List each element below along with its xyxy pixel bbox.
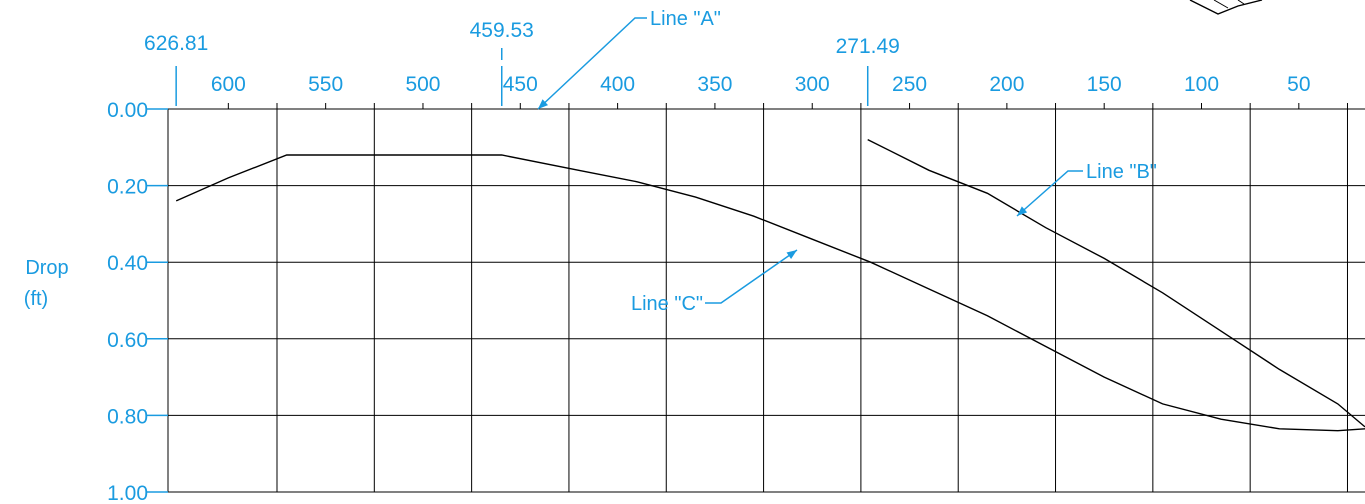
x-tick-label: 350 xyxy=(697,73,732,96)
x-tick-label: 150 xyxy=(1087,73,1122,96)
series-line-b xyxy=(867,138,1365,428)
x-tick-label: 100 xyxy=(1184,73,1219,96)
x-tick-label: 500 xyxy=(405,73,440,96)
y-tick-label: 1.00 xyxy=(107,482,148,504)
annotation-layer xyxy=(537,0,1263,304)
text-layer: 600 550 500 450 400 350 300 250 200 150 100 50 0.00 0… xyxy=(24,8,1311,504)
y-tick-label: 0.00 xyxy=(107,99,148,122)
y-tick-label: 0.40 xyxy=(107,252,148,275)
y-tick-label: 0.80 xyxy=(107,405,148,428)
corner-sketch-fragment xyxy=(1189,0,1263,15)
line-b-arrowhead xyxy=(1017,206,1028,216)
line-b-label: Line "B" xyxy=(1086,161,1157,183)
marker-label: 626.81 xyxy=(144,32,208,55)
line-c-leader xyxy=(705,249,798,304)
x-tick-label: 250 xyxy=(892,73,927,96)
line-c-arrowhead xyxy=(786,250,797,260)
line-a-leader xyxy=(537,17,647,110)
x-tick-label: 300 xyxy=(795,73,830,96)
y-tick-label: 0.20 xyxy=(107,176,148,199)
y-axis-label: Drop xyxy=(25,257,68,279)
x-tick-label: 200 xyxy=(989,73,1024,96)
line-b-leader xyxy=(1016,170,1083,217)
x-tick-label: 550 xyxy=(308,73,343,96)
series-layer xyxy=(175,138,1365,432)
x-tick-label: 450 xyxy=(503,73,538,96)
marker-label: 459.53 xyxy=(470,19,534,42)
x-tick-label: 600 xyxy=(211,73,246,96)
line-a-label: Line "A" xyxy=(650,8,721,30)
series-line-c xyxy=(175,154,1365,432)
corner-sketch-hatch xyxy=(1213,0,1245,9)
y-tick-label: 0.60 xyxy=(107,329,148,352)
grid-layer xyxy=(167,108,1365,493)
x-tick-label: 400 xyxy=(600,73,635,96)
marker-label: 271.49 xyxy=(836,35,900,58)
y-axis-unit: (ft) xyxy=(24,288,48,310)
line-c-label: Line "C" xyxy=(631,293,703,315)
x-tick-label: 50 xyxy=(1287,73,1310,96)
line-a-arrowhead xyxy=(538,99,549,109)
axis-layer xyxy=(146,48,1348,493)
